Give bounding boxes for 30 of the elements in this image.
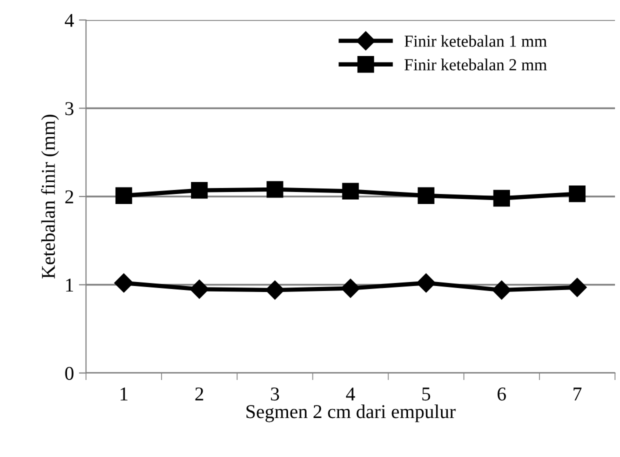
y-tick-label: 1 [66, 278, 74, 292]
point [416, 273, 436, 293]
point [568, 278, 587, 297]
point [190, 280, 209, 299]
point [114, 273, 134, 293]
x-axis-title: Segmen 2 cm dari empulur [246, 404, 456, 422]
point [493, 190, 510, 207]
x-tick-label: 6 [498, 388, 506, 401]
x-tick-label: 5 [422, 388, 430, 401]
x-tick-label: 3 [270, 388, 280, 401]
point [492, 280, 512, 300]
point [418, 187, 434, 204]
y-tick-label: 2 [65, 190, 74, 204]
point [568, 186, 586, 202]
point [340, 278, 360, 298]
y-tick-label: 4 [64, 14, 74, 27]
x-tick-label: 7 [574, 388, 582, 400]
point [191, 182, 208, 199]
y-tick-label: 0 [65, 366, 74, 380]
legend-label: Finir ketebalan 1 mm [404, 35, 547, 47]
legend-label: Finir ketebalan 2 mm [404, 58, 547, 70]
y-tick-label: 3 [65, 102, 74, 116]
x-tick-label: 2 [195, 388, 204, 400]
x-tick-label: 4 [346, 388, 356, 400]
point [115, 187, 132, 204]
point [265, 280, 284, 300]
x-tick-label: 1 [120, 388, 128, 400]
point [266, 181, 284, 198]
point [342, 182, 359, 200]
y-axis-title: Ketebalan finir (mm) [41, 114, 59, 279]
